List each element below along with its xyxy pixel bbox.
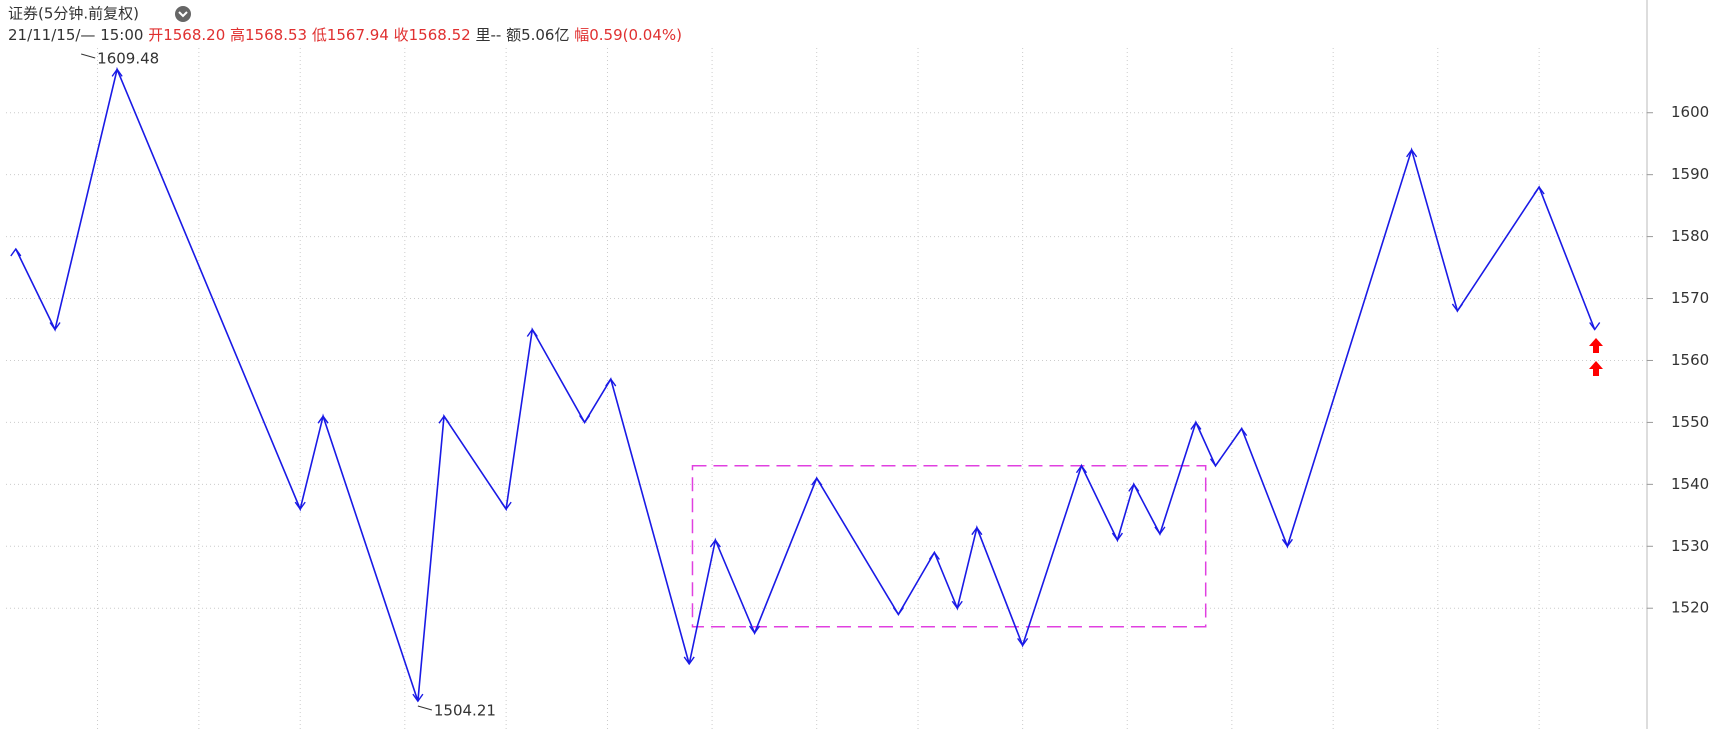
- vertex-marker: [1589, 322, 1601, 331]
- extreme-label: 1609.48: [97, 50, 159, 68]
- vertex-marker: [1075, 464, 1088, 474]
- vertex-marker: [579, 415, 591, 424]
- header-field: 21/11/15/— 15:00: [8, 26, 143, 44]
- y-tick-label: 1520: [1671, 599, 1709, 617]
- vertex-marker: [1406, 148, 1418, 158]
- vertex-marker: [1236, 427, 1248, 437]
- vertex-marker: [605, 377, 617, 387]
- y-tick-label: 1600: [1671, 103, 1709, 121]
- vertex-marker: [49, 322, 61, 331]
- header-field: 额5.06亿: [506, 26, 569, 44]
- header-field: 里--: [475, 26, 501, 44]
- y-tick-label: 1560: [1671, 351, 1709, 369]
- header-field: 收1568.52: [394, 26, 471, 44]
- vertex-marker: [683, 656, 695, 666]
- y-tick-label: 1570: [1671, 289, 1709, 307]
- header-field: 幅0.59(0.04%): [574, 26, 682, 44]
- vertex-marker: [412, 693, 424, 703]
- y-tick-label: 1540: [1671, 475, 1709, 493]
- vertex-marker: [500, 501, 512, 511]
- vertex-marker: [111, 68, 123, 77]
- y-tick-label: 1580: [1671, 227, 1709, 245]
- y-tick-label: 1590: [1671, 165, 1709, 183]
- vertex-marker: [1451, 303, 1463, 313]
- y-tick-label: 1550: [1671, 413, 1709, 431]
- vertex-marker: [749, 625, 761, 635]
- header-field: 低1567.94: [312, 26, 389, 44]
- vertex-marker: [1533, 185, 1545, 195]
- signal-arrows: [1589, 338, 1603, 376]
- vertex-marker: [1190, 421, 1202, 430]
- vertex-marker: [1017, 637, 1029, 647]
- chart-title: 证券(5分钟.前复权): [8, 5, 139, 23]
- vertex-marker: [294, 501, 306, 511]
- vertex-marker: [928, 551, 940, 560]
- menu-button[interactable]: [175, 6, 191, 22]
- vertex-marker: [10, 247, 22, 257]
- extreme-pointer: [417, 705, 433, 711]
- vertex-marker: [1281, 538, 1293, 548]
- vertex-marker: [811, 476, 823, 486]
- vertex-marker: [892, 607, 904, 616]
- signal-arrow: [1589, 338, 1603, 353]
- vertex-marker: [709, 538, 721, 548]
- header-info: 21/11/15/— 15:00 开1568.20 高1568.53 低1567…: [8, 26, 682, 44]
- menu-icon: [178, 11, 188, 18]
- vertex-marker: [317, 415, 329, 424]
- vertex-marker: [438, 415, 450, 424]
- header-field: 高1568.53: [230, 26, 307, 44]
- vertex-marker: [1209, 458, 1222, 467]
- vertex-marker: [971, 526, 983, 536]
- vertex-marker: [951, 600, 963, 610]
- extreme-pointer: [81, 53, 96, 59]
- range-box: [691, 465, 1207, 628]
- vertex-marker: [1154, 526, 1166, 536]
- vertex-marker: [1111, 532, 1123, 542]
- vertex-marker: [1128, 483, 1140, 492]
- y-tick-label: 1530: [1671, 537, 1709, 555]
- vertex-marker: [526, 328, 538, 337]
- header-field: 开1568.20: [148, 26, 225, 44]
- signal-arrow: [1589, 361, 1603, 376]
- extreme-label: 1504.21: [434, 702, 496, 720]
